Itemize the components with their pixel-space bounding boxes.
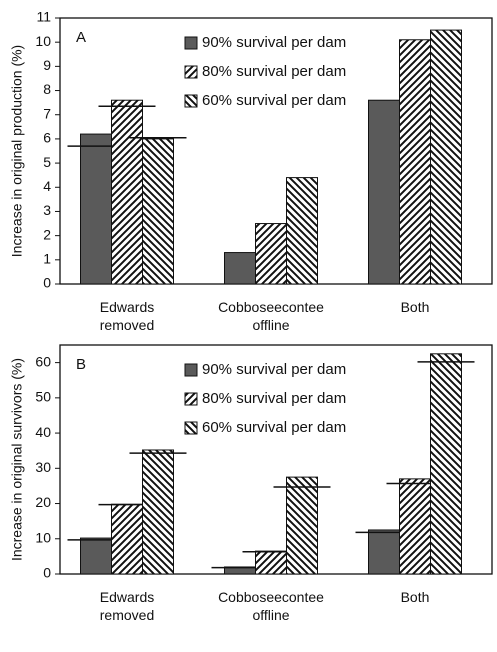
bar <box>255 223 287 285</box>
y-tick-label: 40 <box>35 424 51 440</box>
legend-swatch <box>184 392 198 406</box>
x-tick-label: Cobboseecontee offline <box>218 299 324 333</box>
y-tick-label: 8 <box>43 81 51 97</box>
bar <box>224 252 256 285</box>
y-tick-label: 50 <box>35 389 51 405</box>
x-tick-label: Both <box>401 299 430 315</box>
y-tick-label: 7 <box>43 105 51 121</box>
bar <box>80 537 112 575</box>
legend-swatch <box>184 421 198 435</box>
bar <box>399 39 431 285</box>
y-tick-label: 0 <box>43 275 51 291</box>
legend-swatch <box>184 94 198 108</box>
y-tick-label: 9 <box>43 57 51 73</box>
y-tick-label: 0 <box>43 565 51 581</box>
y-tick-label: 20 <box>35 494 51 510</box>
bar <box>111 503 143 575</box>
bar <box>286 476 318 575</box>
legend-label: 80% survival per dam <box>202 390 346 407</box>
x-tick-label: Edwards removed <box>100 589 154 623</box>
y-axis-label: Increase in original production (%) <box>9 45 25 257</box>
legend-label: 60% survival per dam <box>202 419 346 436</box>
y-tick-label: 10 <box>35 529 51 545</box>
bar <box>80 133 112 285</box>
y-tick-label: 30 <box>35 459 51 475</box>
bar <box>430 29 462 285</box>
legend-label: 60% survival per dam <box>202 92 346 109</box>
bar <box>368 99 400 285</box>
y-axis-label: Increase in original survivors (%) <box>9 358 25 561</box>
legend-swatch <box>184 36 198 50</box>
y-tick-label: 2 <box>43 226 51 242</box>
legend-label: 90% survival per dam <box>202 34 346 51</box>
bar <box>399 478 431 575</box>
legend-swatch <box>184 363 198 377</box>
x-tick-label: Both <box>401 589 430 605</box>
y-tick-label: 11 <box>36 9 51 25</box>
bar <box>111 99 143 285</box>
bar <box>255 550 287 575</box>
legend-swatch <box>184 65 198 79</box>
legend-label: 80% survival per dam <box>202 63 346 80</box>
y-tick-label: 10 <box>35 33 51 49</box>
panel-label: A <box>76 29 86 46</box>
y-tick-label: 4 <box>43 178 51 194</box>
bar <box>286 177 318 285</box>
y-tick-label: 6 <box>43 130 51 146</box>
x-tick-label: Edwards removed <box>100 299 154 333</box>
legend-label: 90% survival per dam <box>202 361 346 378</box>
panel-label: B <box>76 356 86 373</box>
bar <box>142 449 174 575</box>
y-tick-label: 5 <box>43 154 51 170</box>
x-tick-label: Cobboseecontee offline <box>218 589 324 623</box>
y-tick-label: 60 <box>35 353 51 369</box>
bar <box>430 353 462 575</box>
bar <box>368 529 400 575</box>
y-tick-label: 3 <box>43 202 51 218</box>
y-tick-label: 1 <box>43 251 51 267</box>
bar <box>142 138 174 285</box>
